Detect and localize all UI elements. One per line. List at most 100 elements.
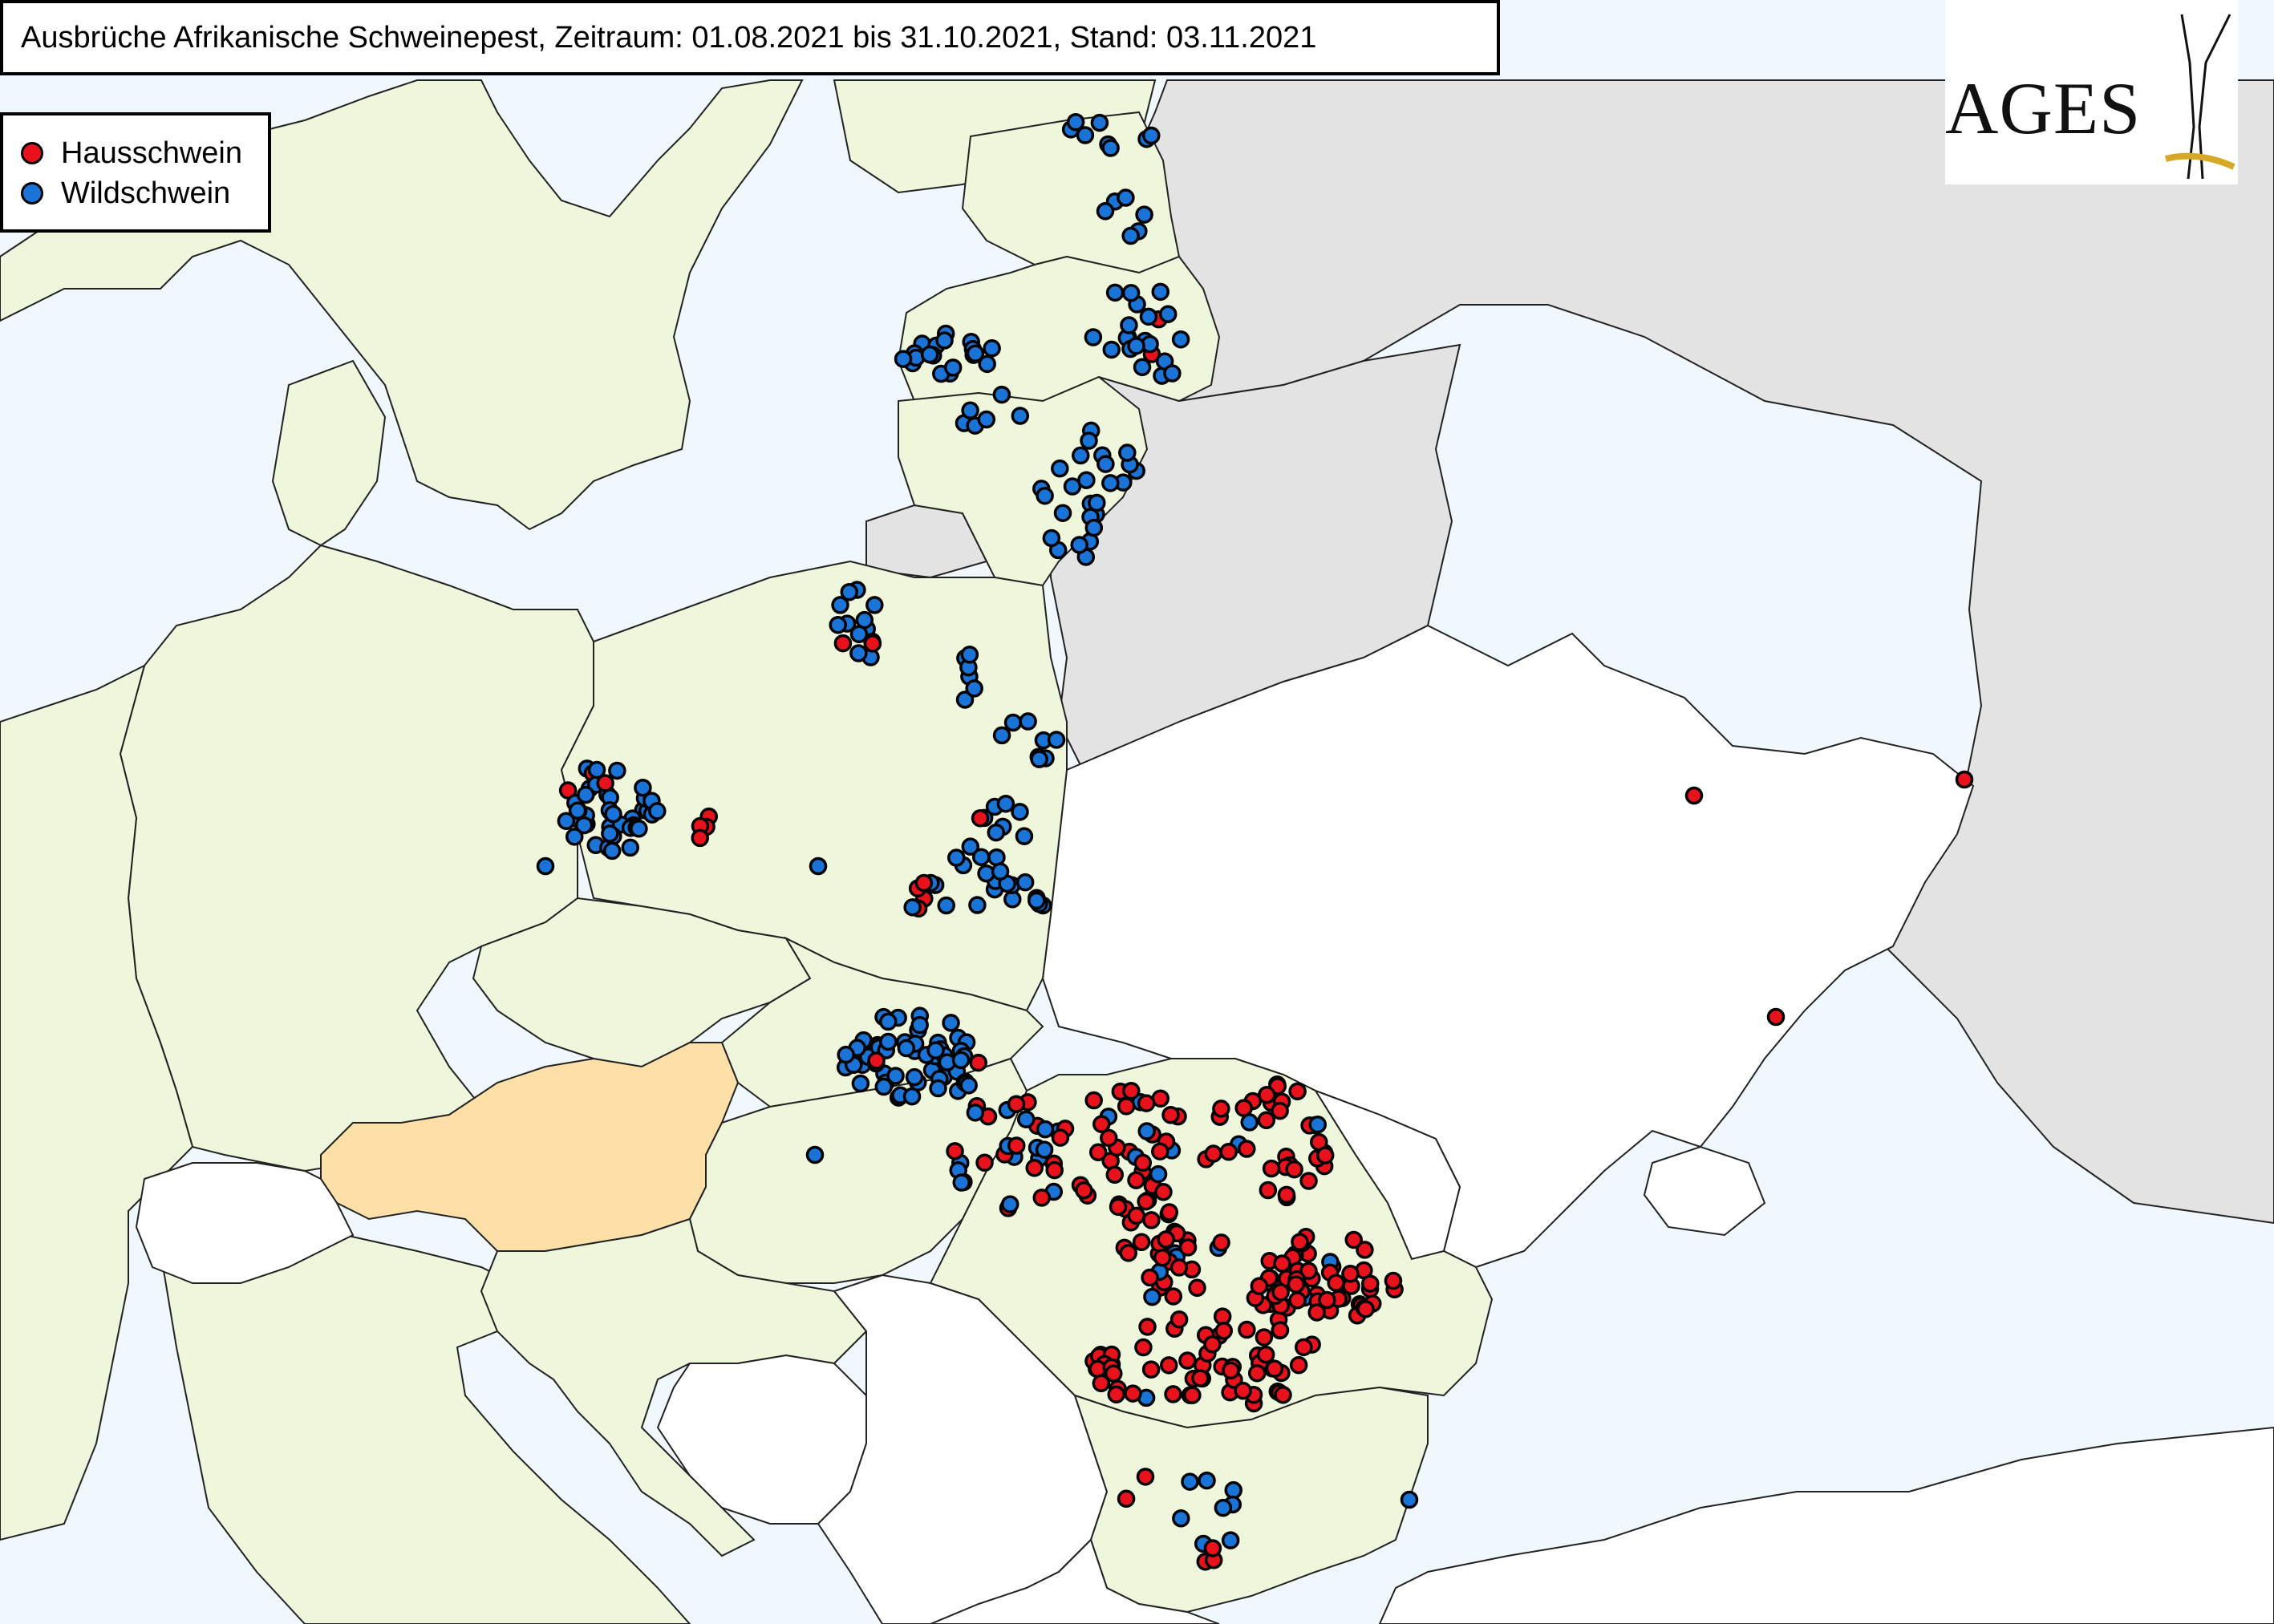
outbreak-marker-wildschwein <box>1030 750 1048 768</box>
outbreak-marker-hausschwein <box>1025 1159 1044 1177</box>
ages-logo: AGES <box>1945 0 2238 184</box>
outbreak-marker-wildschwein <box>1003 713 1023 732</box>
outbreak-marker-wildschwein <box>879 1012 898 1031</box>
outbreak-marker-hausschwein <box>1088 1143 1108 1162</box>
outbreak-marker-wildschwein <box>1090 113 1109 132</box>
outbreak-marker-wildschwein <box>1096 455 1115 473</box>
outbreak-marker-hausschwein <box>1153 1249 1172 1267</box>
outbreak-marker-hausschwein <box>1100 1128 1118 1148</box>
outbreak-marker-hausschwein <box>1271 1283 1290 1302</box>
outbreak-marker-wildschwein <box>1036 1120 1055 1139</box>
outbreak-marker-wildschwein <box>568 801 587 820</box>
outbreak-marker-hausschwein <box>1315 1146 1335 1164</box>
outbreak-marker-hausschwein <box>1273 1254 1291 1273</box>
outbreak-marker-hausschwein <box>1141 1268 1159 1287</box>
outbreak-marker-hausschwein <box>1161 1106 1180 1124</box>
outbreak-marker-wildschwein <box>536 857 555 876</box>
outbreak-marker-hausschwein <box>1157 1230 1175 1249</box>
outbreak-marker-hausschwein <box>1183 1386 1202 1404</box>
outbreak-marker-wildschwein <box>621 838 640 857</box>
outbreak-marker-wildschwein <box>1120 316 1138 334</box>
outbreak-marker-wildschwein <box>604 804 622 824</box>
outbreak-marker-wildschwein <box>1072 446 1090 465</box>
outbreak-marker-hausschwein <box>1288 1291 1307 1310</box>
region-denmark <box>271 359 387 547</box>
outbreak-marker-hausschwein <box>969 1053 987 1072</box>
outbreak-marker-wildschwein <box>1076 126 1095 144</box>
outbreak-marker-hausschwein <box>1160 1203 1179 1221</box>
outbreak-marker-wildschwein <box>1015 827 1034 845</box>
outbreak-marker-wildschwein <box>903 898 922 917</box>
outbreak-marker-hausschwein <box>1250 1277 1269 1295</box>
outbreak-marker-hausschwein <box>1137 1094 1156 1112</box>
outbreak-marker-hausschwein <box>833 634 853 653</box>
outbreak-marker-hausschwein <box>1318 1290 1336 1310</box>
outbreak-marker-wildschwein <box>805 1145 825 1164</box>
outbreak-marker-wildschwein <box>996 794 1015 813</box>
outbreak-marker-wildschwein <box>1101 139 1120 157</box>
outbreak-marker-wildschwein <box>935 331 954 350</box>
outbreak-marker-hausschwein <box>1287 1275 1306 1294</box>
outbreak-marker-hausschwein <box>1159 1356 1178 1375</box>
outbreak-marker-wildschwein <box>634 778 652 797</box>
outbreak-marker-wildschwein <box>1051 459 1069 478</box>
outbreak-marker-hausschwein <box>1107 1385 1125 1403</box>
outbreak-marker-wildschwein <box>1308 1115 1328 1134</box>
outbreak-marker-wildschwein <box>977 410 996 429</box>
outbreak-marker-hausschwein <box>1178 1238 1198 1257</box>
outbreak-marker-hausschwein <box>1307 1303 1326 1322</box>
outbreak-marker-hausschwein <box>1344 1230 1363 1249</box>
outbreak-marker-hausschwein <box>1105 1165 1125 1185</box>
outbreak-marker-wildschwein <box>983 339 1001 358</box>
outbreak-marker-hausschwein <box>1238 1140 1256 1158</box>
outbreak-marker-hausschwein <box>1051 1128 1070 1147</box>
outbreak-marker-hausschwein <box>1265 1359 1284 1378</box>
outbreak-marker-hausschwein <box>1299 1172 1318 1190</box>
outbreak-marker-wildschwein <box>557 812 576 830</box>
outbreak-marker-wildschwein <box>968 896 987 914</box>
outbreak-marker-hausschwein <box>1285 1160 1303 1179</box>
outbreak-marker-wildschwein <box>831 596 849 614</box>
outbreak-marker-hausschwein <box>1766 1007 1786 1027</box>
outbreak-marker-hausschwein <box>1084 1091 1103 1110</box>
outbreak-marker-wildschwein <box>1084 518 1104 537</box>
outbreak-marker-wildschwein <box>851 1074 870 1093</box>
outbreak-marker-wildschwein <box>1400 1490 1419 1509</box>
legend-label-hausschwein: Hausschwein <box>61 136 242 170</box>
outbreak-marker-hausschwein <box>1141 1360 1161 1379</box>
outbreak-marker-hausschwein <box>1684 786 1704 805</box>
map-title: Ausbrüche Afrikanische Schweinepest, Zei… <box>0 0 1500 75</box>
outbreak-marker-hausschwein <box>1169 1310 1189 1329</box>
outbreak-marker-wildschwein <box>1118 443 1137 462</box>
outbreak-marker-wildschwein <box>1019 712 1037 731</box>
outbreak-marker-hausschwein <box>1255 1328 1274 1347</box>
outbreak-marker-hausschwein <box>1154 1183 1173 1201</box>
outbreak-marker-wildschwein <box>849 644 868 662</box>
outbreak-marker-wildschwein <box>1151 282 1170 302</box>
outbreak-marker-wildschwein <box>574 816 594 835</box>
outbreak-marker-wildschwein <box>840 582 859 601</box>
outbreak-marker-wildschwein <box>809 857 828 876</box>
outbreak-marker-wildschwein <box>894 350 913 368</box>
outbreak-marker-wildschwein <box>965 679 983 698</box>
outbreak-marker-wildschwein <box>942 1014 960 1032</box>
outbreak-marker-hausschwein <box>1271 1321 1290 1339</box>
outbreak-marker-wildschwein <box>943 358 963 377</box>
outbreak-marker-wildschwein <box>966 344 985 363</box>
outbreak-marker-wildschwein <box>1070 536 1088 554</box>
outbreak-marker-wildschwein <box>829 615 847 634</box>
region-turkey <box>1378 1426 2274 1624</box>
outbreak-marker-hausschwein <box>1117 1489 1136 1509</box>
outbreak-marker-wildschwein <box>966 1104 985 1122</box>
outbreak-marker-hausschwein <box>1134 1338 1153 1357</box>
outbreak-marker-hausschwein <box>1295 1338 1313 1357</box>
outbreak-marker-wildschwein <box>1142 126 1161 145</box>
outbreak-marker-hausschwein <box>1117 1097 1136 1116</box>
outbreak-marker-wildschwein <box>991 862 1010 881</box>
outbreak-marker-hausschwein <box>1151 1142 1169 1160</box>
outbreak-marker-hausschwein <box>1234 1381 1252 1400</box>
outbreak-marker-wildschwein <box>1221 1531 1240 1549</box>
outbreak-marker-hausschwein <box>1384 1271 1403 1290</box>
outbreak-marker-hausschwein <box>1109 1197 1128 1217</box>
